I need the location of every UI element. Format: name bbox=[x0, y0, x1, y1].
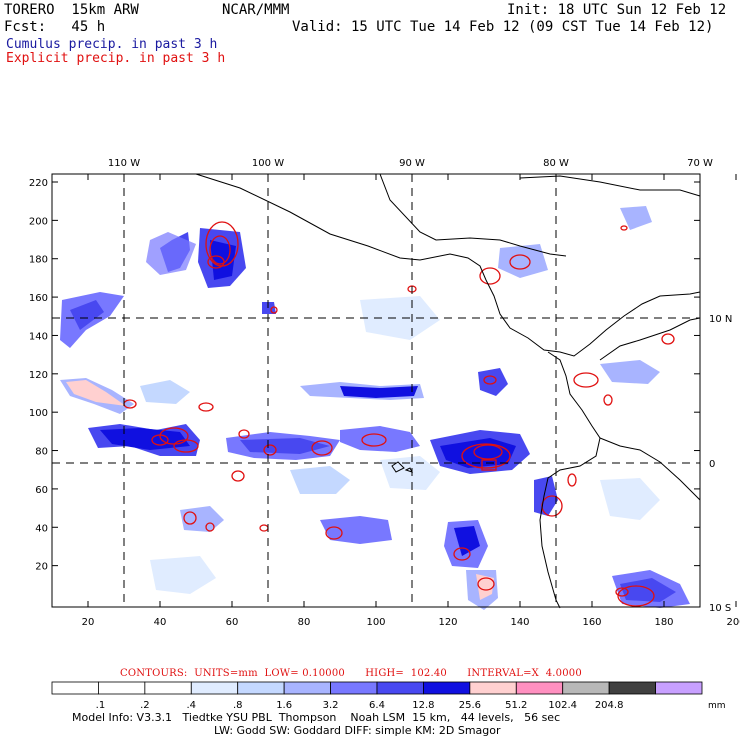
colorbar: .1.2.4.8 1.6 3.2 6.4 12.8 25.6 51.2 102.4 204.8 … bbox=[51, 681, 726, 711]
field-explicit-label: Explicit precip. in past 3 h bbox=[6, 51, 226, 66]
lat-label: 10 S bbox=[709, 603, 731, 614]
colorbar-box bbox=[562, 681, 610, 695]
init-time: Init: 18 UTC Sun 12 Feb 12 bbox=[507, 2, 727, 18]
x-tick-label: 160 bbox=[582, 617, 601, 628]
colorbar-label: 3.2 bbox=[323, 700, 339, 711]
lat-label: 10 N bbox=[709, 314, 732, 325]
colorbar-box bbox=[98, 681, 146, 695]
organization: NCAR/MMM bbox=[222, 2, 290, 18]
colorbar-unit: mm bbox=[708, 701, 726, 711]
lon-label: 70 W bbox=[687, 158, 713, 169]
axis-labels: 220 200 180 160 140 120 100 80 60 40 20 20 40 60 80 100… bbox=[29, 158, 740, 628]
x-tick-label: 120 bbox=[438, 617, 457, 628]
colorbar-box bbox=[608, 681, 656, 695]
x-tick-label: 20 bbox=[82, 617, 95, 628]
cumulus-precip-shading bbox=[60, 206, 690, 610]
valid-time: Valid: 15 UTC Tue 14 Feb 12 (09 CST Tue … bbox=[292, 19, 714, 35]
contours-info: CONTOURS: UNITS=mm LOW= 0.10000 HIGH= 10… bbox=[120, 668, 582, 679]
colorbar-label: 204.8 bbox=[595, 700, 624, 711]
colorbar-box bbox=[283, 681, 331, 695]
colorbar-label: 6.4 bbox=[369, 700, 385, 711]
colorbar-box bbox=[237, 681, 285, 695]
colorbar-label: .8 bbox=[233, 700, 243, 711]
colorbar-label: 51.2 bbox=[505, 700, 527, 711]
colorbar-box bbox=[515, 681, 564, 695]
model-name: TORERO 15km ARW bbox=[4, 2, 139, 18]
explicit-precip-contours bbox=[123, 221, 675, 607]
lon-label: 100 W bbox=[252, 158, 284, 169]
colorbar-label: .4 bbox=[187, 700, 197, 711]
coastlines bbox=[195, 173, 701, 609]
colorbar-box bbox=[469, 681, 517, 695]
graticule bbox=[52, 174, 700, 607]
colorbar-box bbox=[423, 681, 471, 695]
y-tick-label: 120 bbox=[29, 370, 48, 381]
lon-label: 90 W bbox=[399, 158, 425, 169]
x-tick-label: 180 bbox=[654, 617, 673, 628]
colorbar-label: 102.4 bbox=[548, 700, 577, 711]
colorbar-label: 1.6 bbox=[276, 700, 292, 711]
y-tick-label: 100 bbox=[29, 408, 48, 419]
colorbar-box bbox=[376, 681, 424, 695]
colorbar-label: .1 bbox=[96, 700, 106, 711]
y-tick-label: 140 bbox=[29, 331, 48, 342]
x-tick-label: 80 bbox=[298, 617, 311, 628]
y-tick-label: 200 bbox=[29, 216, 48, 227]
colorbar-label: 12.8 bbox=[412, 700, 434, 711]
model-info: Model Info: V3.3.1 Tiedtke YSU PBL Thomp… bbox=[72, 711, 561, 724]
colorbar-boxes bbox=[51, 681, 703, 695]
lon-label: 80 W bbox=[543, 158, 569, 169]
colorbar-box bbox=[144, 681, 192, 695]
x-tick-label: 200 bbox=[726, 617, 740, 628]
field-cumulus-label: Cumulus precip. in past 3 h bbox=[6, 37, 218, 52]
y-tick-label: 20 bbox=[35, 562, 48, 573]
y-tick-label: 220 bbox=[29, 178, 48, 189]
physics-info: LW: Godd SW: Goddard DIFF: simple KM: 2D… bbox=[214, 724, 501, 737]
colorbar-box bbox=[190, 681, 239, 695]
colorbar-label: .2 bbox=[140, 700, 150, 711]
colorbar-labels: .1 .2 .4 .8 1.6 3.2 6.4 12.8 25.6 51.2 102.4 204.8 bbox=[96, 700, 624, 711]
lat-label: 0 bbox=[709, 459, 715, 470]
x-tick-label: 100 bbox=[366, 617, 385, 628]
y-tick-label: 40 bbox=[35, 523, 48, 534]
x-tick-label: 40 bbox=[154, 617, 167, 628]
y-tick-label: 180 bbox=[29, 255, 48, 266]
precip-map: 220 200 180 160 140 120 100 80 60 40 20 20 40 60 80 100… bbox=[29, 158, 740, 628]
forecast-hour: Fcst: 45 h bbox=[4, 19, 106, 35]
axis-ticks bbox=[52, 174, 737, 607]
y-tick-label: 160 bbox=[29, 293, 48, 304]
x-tick-label: 140 bbox=[510, 617, 529, 628]
y-tick-label: 60 bbox=[35, 485, 48, 496]
lon-label: 110 W bbox=[108, 158, 140, 169]
colorbar-label: 25.6 bbox=[459, 700, 481, 711]
colorbar-box bbox=[655, 681, 703, 695]
colorbar-box bbox=[330, 681, 378, 695]
y-tick-label: 80 bbox=[35, 447, 48, 458]
x-tick-label: 60 bbox=[226, 617, 239, 628]
colorbar-box bbox=[51, 681, 99, 695]
